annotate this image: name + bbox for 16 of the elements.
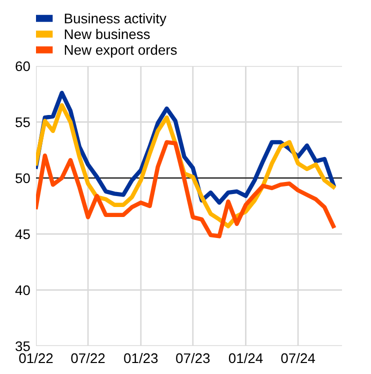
legend-label: New business [64,28,150,40]
y-tick-label: 50 [16,173,30,184]
x-tick-label: 01/23 [124,352,158,364]
y-tick-label: 35 [16,341,30,352]
y-tick-label: 55 [16,117,30,128]
x-tick-label: 01/24 [228,352,263,364]
x-tick-label: 07/24 [281,352,316,364]
line-series [36,140,336,238]
legend-label: New export orders [64,44,177,58]
x-tick-label: 07/23 [176,352,210,364]
y-tick-label: 40 [15,285,30,296]
x-tick-label: 07/22 [71,352,105,364]
x-tick-label: 01/22 [19,352,53,364]
y-tick-label: 60 [16,61,30,72]
y-tick-label: 45 [15,229,30,240]
legend-label: Business activity [64,13,166,26]
